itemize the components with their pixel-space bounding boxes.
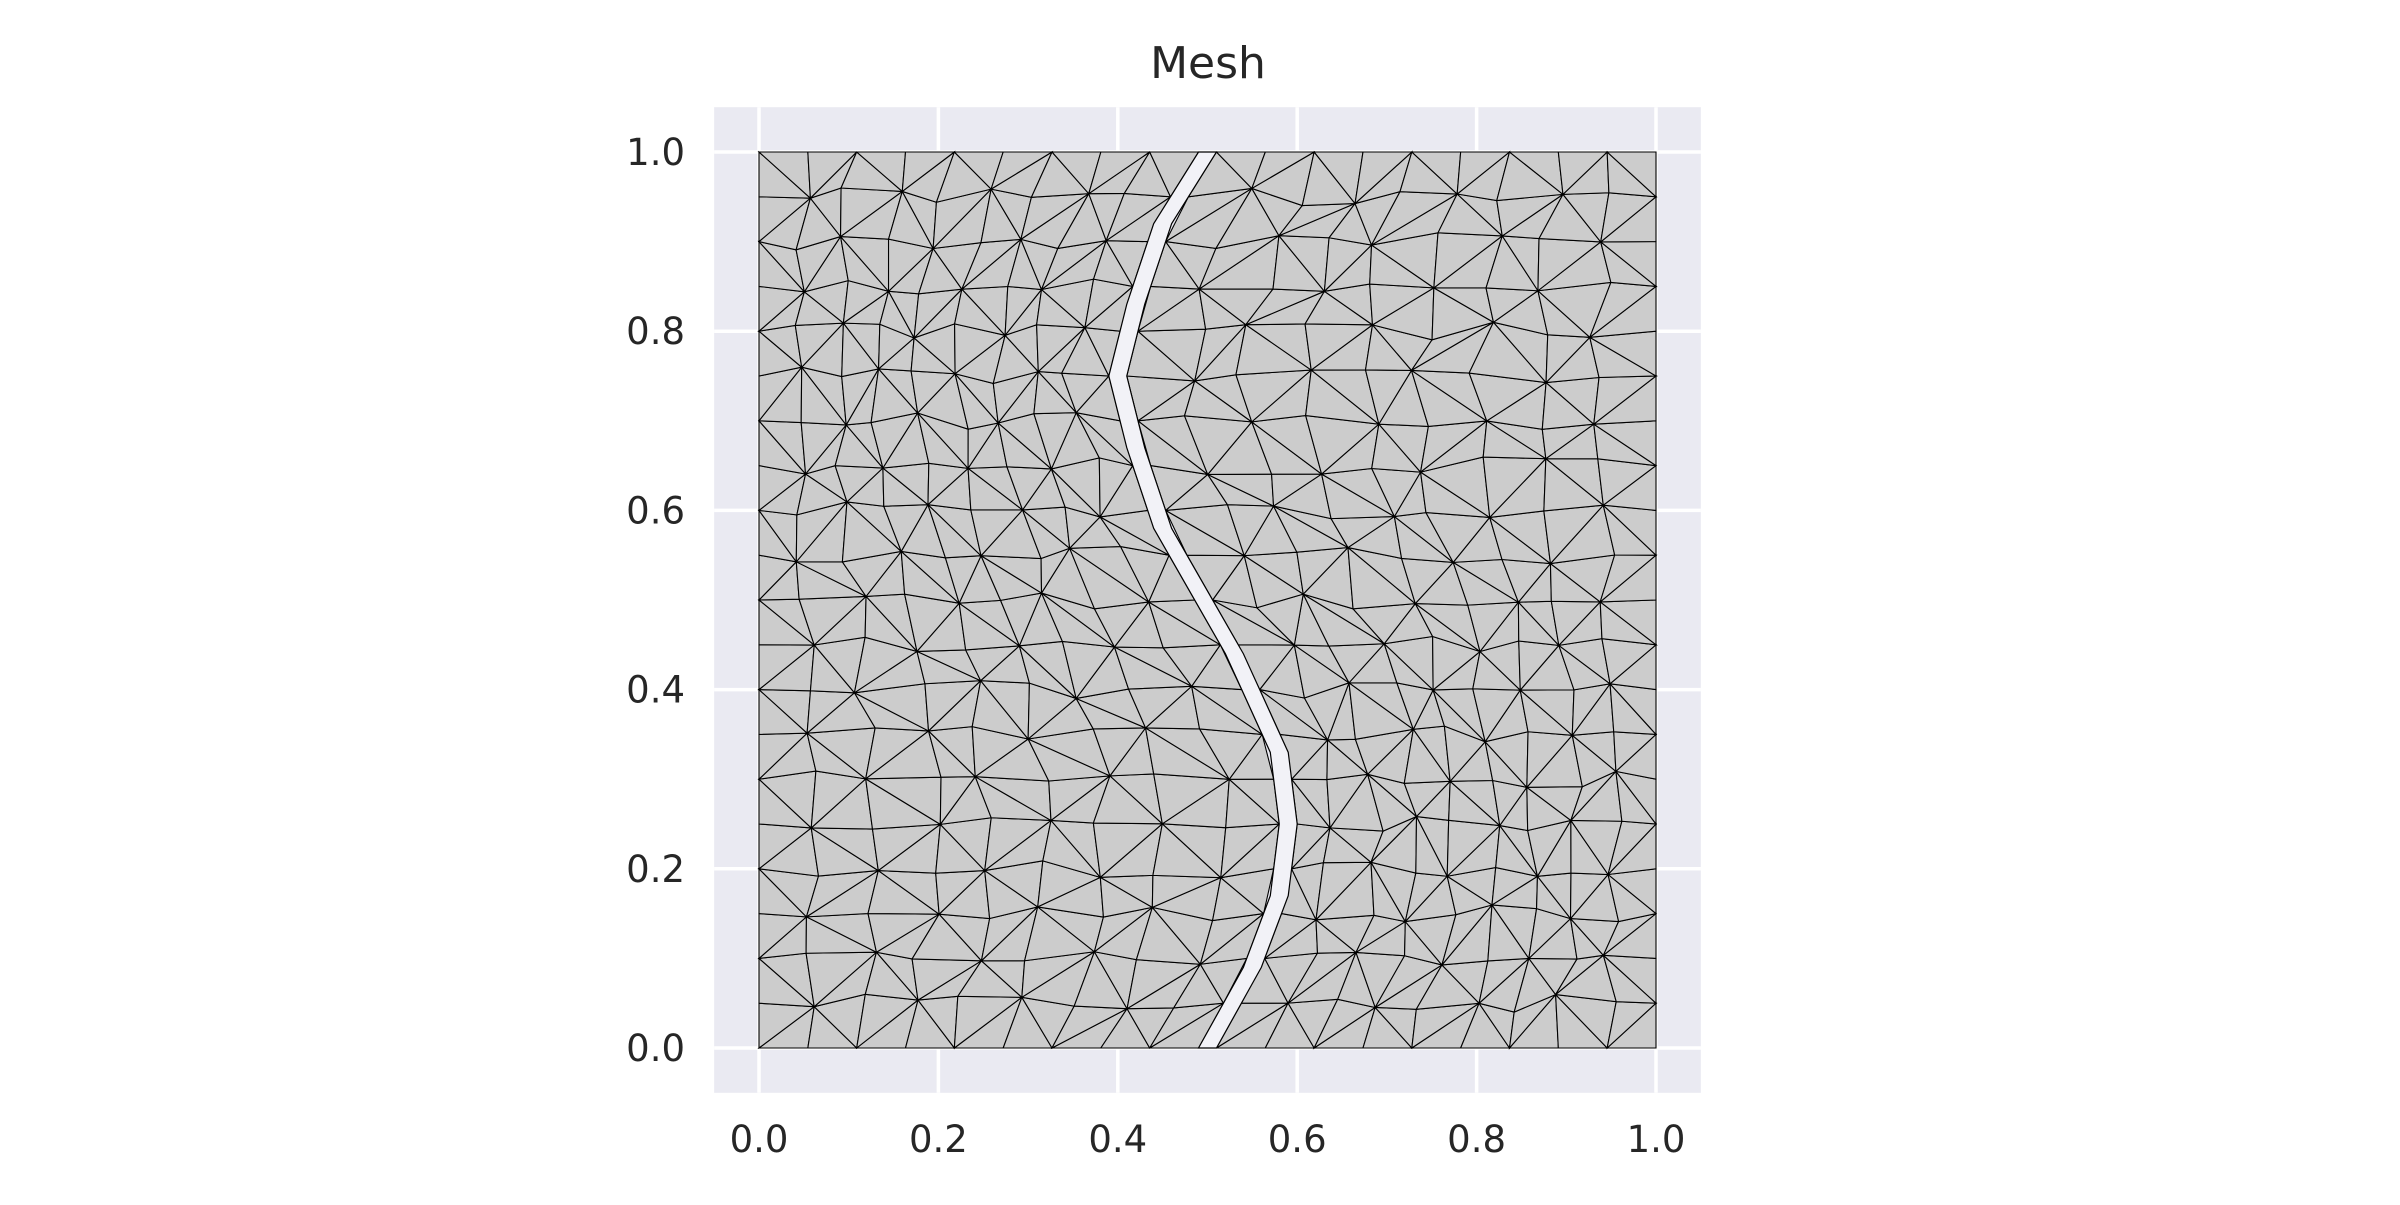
x-tick-label: 0.4: [1088, 1118, 1147, 1161]
mesh-triangle: [1456, 151, 1512, 196]
mesh-triangle: [901, 151, 956, 193]
y-tick-label: 0.0: [626, 1027, 685, 1070]
x-axis-ticks: 0.0 0.2 0.4 0.6 0.8 1.0: [730, 1118, 1686, 1161]
mesh-triangle: [1605, 151, 1657, 199]
mesh-triangle: [807, 151, 859, 200]
x-tick-label: 0.6: [1268, 1118, 1327, 1161]
x-tick-label: 0.2: [909, 1118, 968, 1161]
mesh-triangles: [757, 150, 1658, 1050]
x-tick-label: 0.8: [1447, 1118, 1506, 1161]
crack-gap: [1108, 151, 1298, 1049]
mesh-triangle: [1250, 151, 1317, 190]
y-tick-label: 0.4: [626, 669, 685, 712]
mesh-triangle: [1087, 151, 1152, 195]
y-tick-label: 1.0: [626, 131, 685, 174]
mesh-triangle: [1354, 151, 1414, 205]
y-tick-label: 0.2: [626, 848, 685, 891]
y-tick-label: 0.8: [626, 310, 685, 353]
mesh-triangle: [990, 151, 1054, 191]
mesh-triangle: [1557, 151, 1609, 196]
x-tick-label: 0.0: [730, 1118, 789, 1161]
chart-title: Mesh: [1150, 38, 1266, 89]
y-axis-ticks: 0.0 0.2 0.4 0.6 0.8 1.0: [626, 131, 685, 1070]
y-tick-label: 0.6: [626, 489, 685, 532]
x-tick-label: 1.0: [1627, 1118, 1686, 1161]
